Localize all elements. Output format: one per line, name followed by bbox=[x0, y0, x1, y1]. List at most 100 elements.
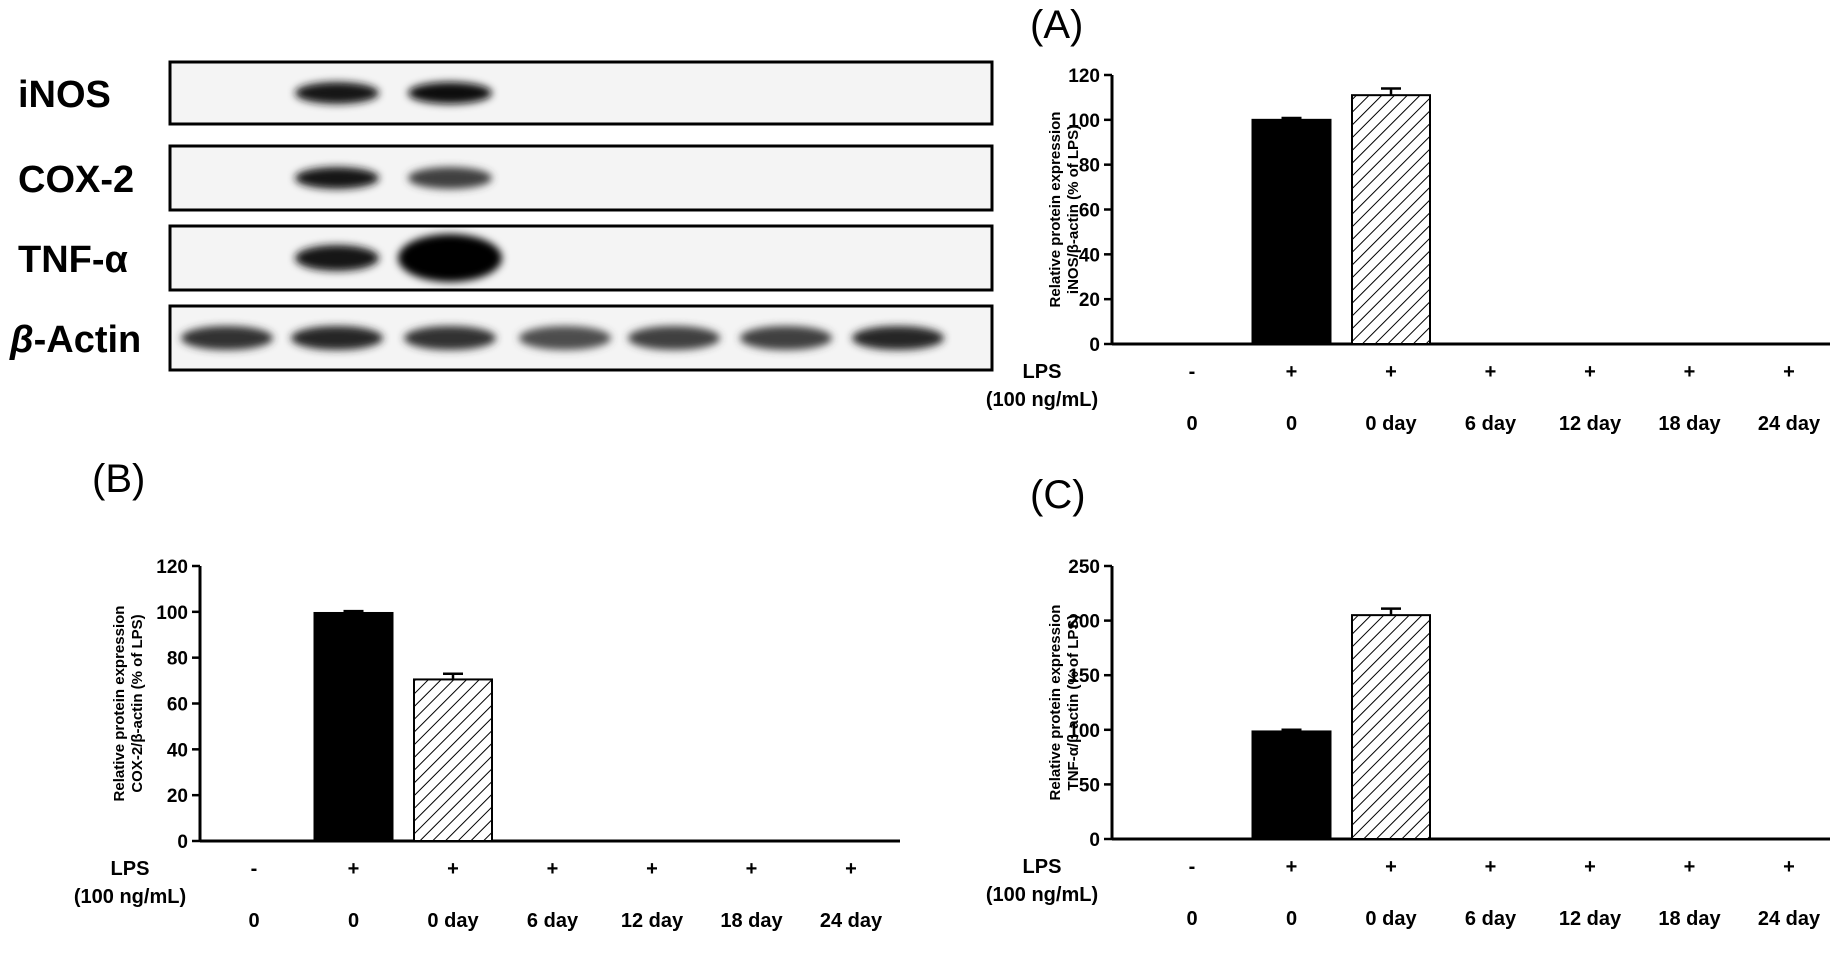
y-tick-label: 50 bbox=[1079, 775, 1100, 796]
blot-row-label: COX-2 bbox=[18, 159, 134, 201]
blot-frame bbox=[168, 224, 994, 292]
lps-sign: + bbox=[746, 858, 758, 880]
category-label: 24 day bbox=[820, 910, 883, 932]
y-tick-label: 120 bbox=[156, 557, 188, 578]
lps-dose-label: (100 ng/mL) bbox=[986, 389, 1098, 411]
lps-sign: + bbox=[348, 858, 360, 880]
blot-band bbox=[519, 326, 611, 350]
blot-frame bbox=[168, 144, 994, 212]
lps-dose-label: (100 ng/mL) bbox=[74, 886, 186, 908]
category-label: 18 day bbox=[1658, 908, 1721, 930]
category-label: 6 day bbox=[1465, 413, 1517, 435]
bar bbox=[413, 678, 493, 842]
y-tick-label: 0 bbox=[1089, 830, 1100, 851]
blot-label-prefix: β bbox=[9, 319, 34, 361]
category-label: 0 bbox=[348, 910, 359, 932]
blot-band bbox=[295, 245, 379, 271]
y-tick-label: 100 bbox=[156, 603, 188, 624]
y-tick-label: 80 bbox=[1079, 156, 1100, 177]
y-tick-label: 250 bbox=[1068, 557, 1100, 578]
category-label: 12 day bbox=[1559, 908, 1622, 930]
lps-label: LPS bbox=[111, 858, 150, 880]
category-label: 0 bbox=[1286, 413, 1297, 435]
category-label: 0 bbox=[1186, 413, 1197, 435]
bar bbox=[1251, 730, 1332, 840]
blot-row-label: TNF-α bbox=[18, 239, 128, 281]
lps-dose-label: (100 ng/mL) bbox=[986, 884, 1098, 906]
lps-sign: + bbox=[1584, 856, 1596, 878]
chart-panel-c: (C) 0 50 100 150 200 250 Relative protein expre… bbox=[986, 473, 1830, 930]
lps-sign: + bbox=[1783, 361, 1795, 383]
blot-row-label: iNOS bbox=[18, 74, 111, 116]
blot-band bbox=[628, 326, 720, 350]
lps-sign: + bbox=[1584, 361, 1596, 383]
y-tick-label: 120 bbox=[1068, 66, 1100, 87]
y-tick-label: 40 bbox=[1079, 245, 1100, 266]
lps-sign: - bbox=[1189, 361, 1196, 383]
category-label: 0 bbox=[1286, 908, 1297, 930]
y-tick-label: 100 bbox=[1068, 721, 1100, 742]
y-tick-label: 0 bbox=[177, 832, 188, 853]
lps-sign: - bbox=[1189, 856, 1196, 878]
blot-row: iNOS bbox=[18, 60, 994, 126]
chart-panel-a: (A) 0 20 40 60 80 100 120 Relative protein expre… bbox=[986, 3, 1830, 435]
bar bbox=[1251, 118, 1332, 346]
y-tick-label: 60 bbox=[167, 695, 188, 716]
y-tick-label: 0 bbox=[1089, 335, 1100, 356]
category-label: 24 day bbox=[1758, 908, 1821, 930]
y-axis-label-line2: TNF-α/β-actin (% of LPS) bbox=[1065, 615, 1082, 791]
lps-sign: + bbox=[1286, 856, 1298, 878]
y-tick-label: 80 bbox=[167, 649, 188, 670]
blot-frame bbox=[168, 60, 994, 126]
lps-sign: + bbox=[1385, 856, 1397, 878]
category-label: 18 day bbox=[720, 910, 783, 932]
category-label: 12 day bbox=[621, 910, 684, 932]
blot-row: COX-2 bbox=[18, 144, 994, 212]
panel-label: (A) bbox=[1030, 3, 1083, 47]
y-axis-label-line1: Relative protein expression bbox=[111, 606, 128, 802]
panel-label: (B) bbox=[92, 457, 145, 501]
lps-sign: + bbox=[646, 858, 658, 880]
lps-label: LPS bbox=[1023, 361, 1062, 383]
western-blot: iNOS COX-2 TNF-α β-Actin bbox=[9, 60, 994, 372]
y-axis-label-line2: iNOS/β-actin (% of LPS) bbox=[1065, 125, 1082, 294]
lps-sign: + bbox=[1385, 361, 1397, 383]
y-axis-label-line2: COX-2/β-actin (% of LPS) bbox=[129, 614, 146, 792]
lps-sign: + bbox=[1485, 856, 1497, 878]
blot-band bbox=[291, 326, 383, 350]
category-label: 12 day bbox=[1559, 413, 1622, 435]
lps-sign: + bbox=[1485, 361, 1497, 383]
blot-band bbox=[408, 167, 492, 189]
blot-band bbox=[740, 326, 832, 350]
blot-row-label: β-Actin bbox=[9, 319, 141, 361]
y-tick-label: 200 bbox=[1068, 612, 1100, 633]
y-tick-label: 60 bbox=[1079, 201, 1100, 222]
lps-label: LPS bbox=[1023, 856, 1062, 878]
category-label: 6 day bbox=[527, 910, 579, 932]
y-tick-label: 20 bbox=[167, 786, 188, 807]
bar bbox=[1351, 614, 1431, 841]
category-label: 0 bbox=[1186, 908, 1197, 930]
blot-label-text: -Actin bbox=[34, 319, 142, 361]
y-axis-label-line1: Relative protein expression bbox=[1047, 605, 1064, 801]
lps-sign: + bbox=[1286, 361, 1298, 383]
lps-sign: + bbox=[845, 858, 857, 880]
y-axis-label-line1: Relative protein expression bbox=[1047, 112, 1064, 308]
blot-row: TNF-α bbox=[18, 224, 994, 292]
blot-row: β-Actin bbox=[9, 304, 994, 372]
lps-sign: + bbox=[447, 858, 459, 880]
blot-band bbox=[404, 326, 496, 350]
blot-band bbox=[852, 326, 944, 350]
panel-label: (C) bbox=[1030, 473, 1086, 517]
category-label: 6 day bbox=[1465, 908, 1517, 930]
blot-band bbox=[295, 167, 379, 189]
blot-band bbox=[181, 326, 273, 350]
blot-band bbox=[408, 82, 492, 104]
category-label: 0 day bbox=[427, 910, 479, 932]
lps-sign: + bbox=[1783, 856, 1795, 878]
category-label: 18 day bbox=[1658, 413, 1721, 435]
bar bbox=[313, 611, 394, 843]
chart-panel-b: (B) 0 20 40 60 80 100 120 Relative protein expre… bbox=[74, 457, 900, 932]
blot-band bbox=[398, 234, 502, 282]
lps-sign: - bbox=[251, 858, 258, 880]
